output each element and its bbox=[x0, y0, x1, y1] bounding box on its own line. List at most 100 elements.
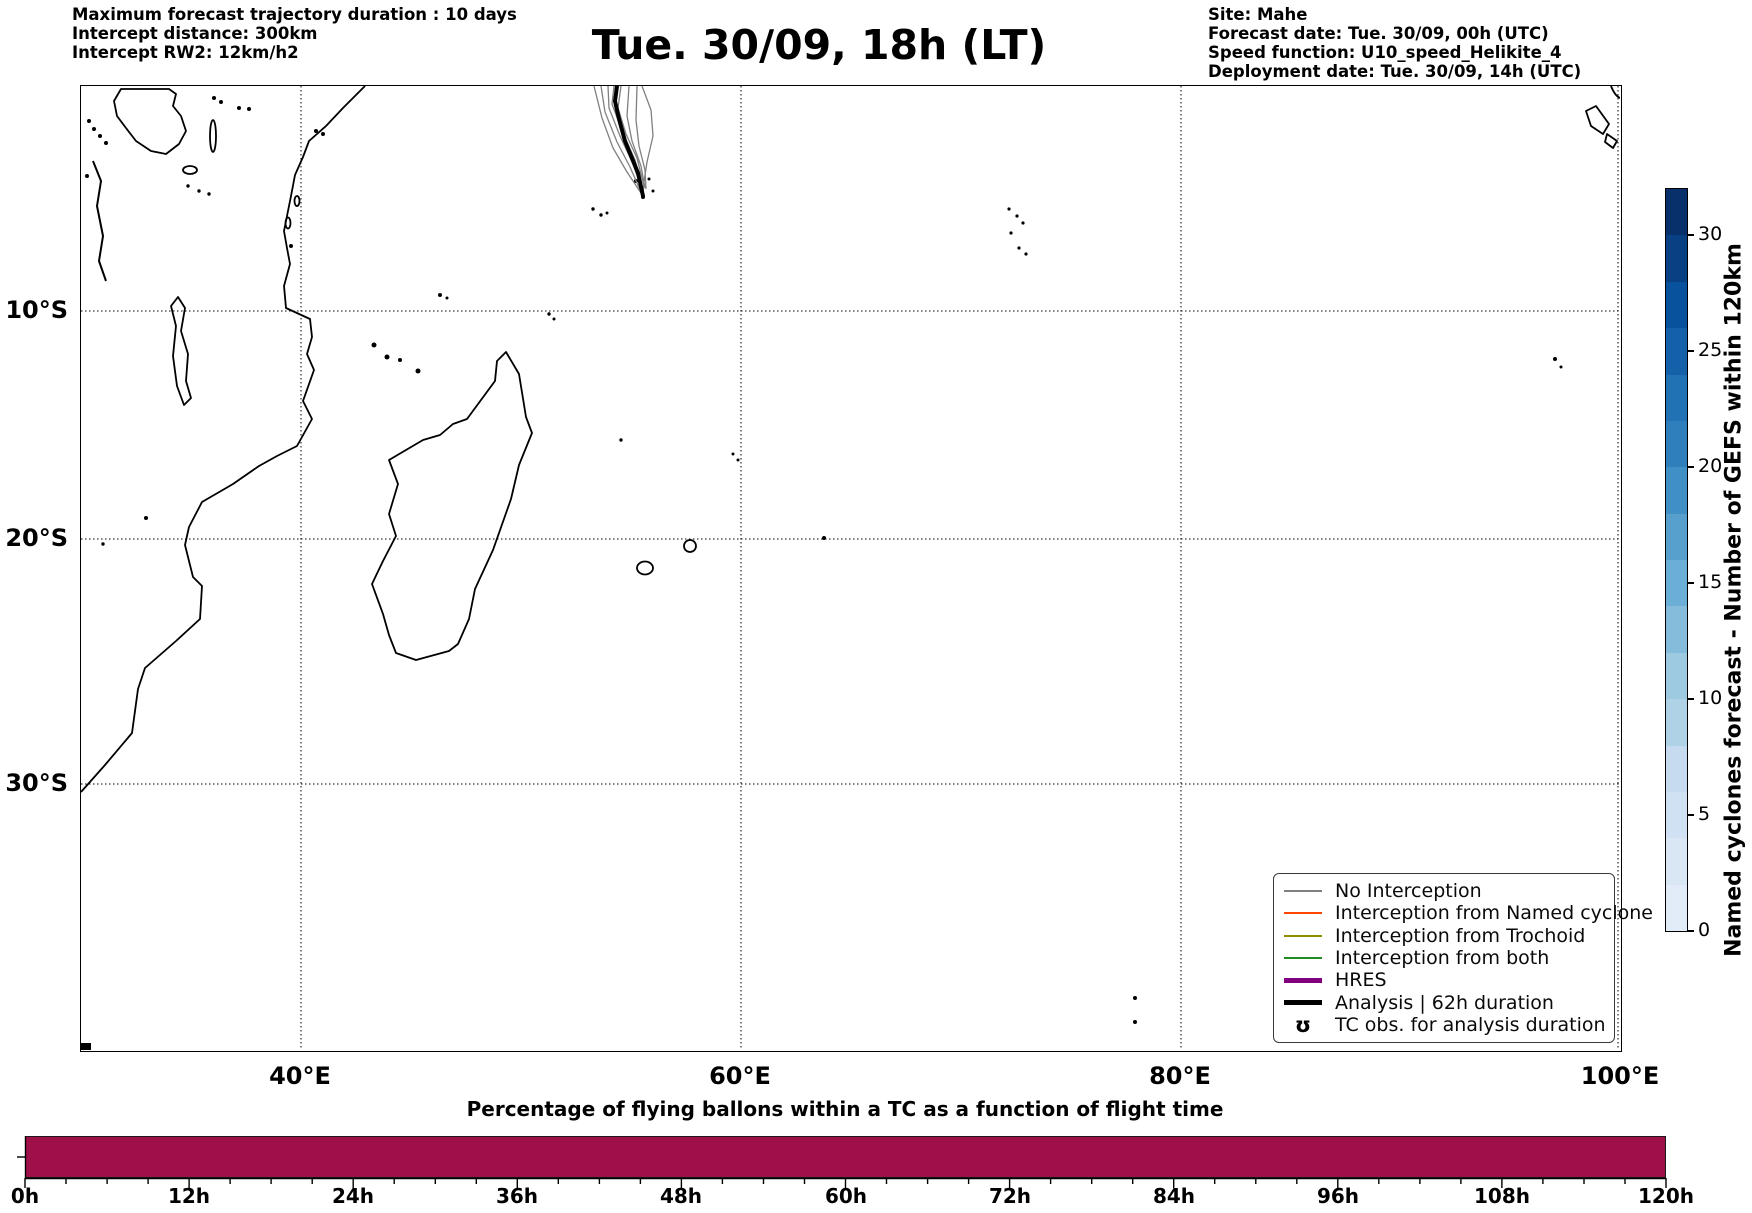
legend: No Interception Interception from Named … bbox=[1273, 873, 1653, 1043]
colorbar-tick bbox=[1688, 698, 1694, 700]
lon-tick-100e: 100°E bbox=[1580, 1062, 1660, 1090]
speed-function-text: Speed function: U10_speed_Helikite_4 bbox=[1208, 43, 1562, 62]
figure-title: Tue. 30/09, 18h (LT) bbox=[591, 21, 1047, 69]
balloon-percentage-bar bbox=[25, 1136, 1666, 1178]
legend-label: TC obs. for analysis duration bbox=[1335, 1013, 1606, 1036]
coastlines bbox=[80, 85, 1621, 793]
legend-row-hres: HRES bbox=[1284, 969, 1604, 991]
colorbar-tick-20: 20 bbox=[1698, 455, 1723, 477]
st-paul-island bbox=[1133, 1020, 1137, 1024]
colorbar-segment bbox=[1666, 374, 1687, 421]
legend-row-no-interception: No Interception bbox=[1284, 880, 1604, 902]
forecast-date-text: Forecast date: Tue. 30/09, 00h (UTC) bbox=[1208, 24, 1549, 43]
bottom-chart-axes bbox=[17, 1136, 1667, 1188]
colorbar-tick-0: 0 bbox=[1698, 919, 1711, 941]
colorbar-segment bbox=[1666, 328, 1687, 375]
intercept-distance-text: Intercept distance: 300km bbox=[72, 24, 318, 43]
mayotte bbox=[415, 368, 421, 374]
colorbar-segment bbox=[1666, 652, 1687, 700]
reunion-island bbox=[636, 560, 654, 576]
lon-tick-40e: 40°E bbox=[269, 1062, 331, 1090]
aldabra bbox=[438, 293, 442, 297]
legend-row-both: Interception from both bbox=[1284, 947, 1604, 969]
comoros-3 bbox=[398, 358, 402, 362]
rodrigues bbox=[822, 536, 826, 540]
lake-malawi bbox=[170, 296, 192, 406]
legend-row-trochoid: Interception from Trochoid bbox=[1284, 925, 1604, 947]
map-canvas bbox=[80, 84, 1621, 1050]
colorbar-tick-5: 5 bbox=[1698, 803, 1711, 825]
farquhar bbox=[547, 312, 551, 316]
x-tick-60h: 60h bbox=[824, 1184, 868, 1208]
colorbar-tick bbox=[1688, 930, 1694, 932]
colorbar-segment bbox=[1666, 791, 1687, 839]
diego-garcia bbox=[1024, 252, 1028, 256]
colorbar-segment bbox=[1666, 560, 1687, 607]
colorbar-tick bbox=[1688, 234, 1694, 236]
black-line-swatch bbox=[1284, 1000, 1322, 1006]
colorbar-segment bbox=[1666, 467, 1687, 514]
legend-label: HRES bbox=[1335, 969, 1387, 992]
sumatra-tip bbox=[1610, 85, 1621, 99]
map-panel bbox=[80, 84, 1622, 1052]
comoros-1 bbox=[371, 342, 377, 348]
x-tick-12h: 12h bbox=[167, 1184, 211, 1208]
lon-tick-60e: 60°E bbox=[709, 1062, 771, 1090]
x-tick-48h: 48h bbox=[659, 1184, 703, 1208]
x-tick-84h: 84h bbox=[1152, 1184, 1196, 1208]
legend-row-analysis: Analysis | 62h duration bbox=[1284, 992, 1604, 1014]
intercept-rw2-text: Intercept RW2: 12km/h2 bbox=[72, 43, 299, 62]
lake-victoria bbox=[113, 88, 187, 155]
colorbar-segment bbox=[1666, 745, 1687, 792]
colorbar-tick-15: 15 bbox=[1698, 571, 1723, 593]
site-text: Site: Mahe bbox=[1208, 5, 1308, 24]
x-axis-ticks bbox=[24, 1178, 1667, 1188]
x-tick-96h: 96h bbox=[1316, 1184, 1360, 1208]
legend-label: Interception from Named cyclone bbox=[1335, 902, 1653, 925]
colorbar-tick-10: 10 bbox=[1698, 687, 1723, 709]
colorbar-tick-25: 25 bbox=[1698, 339, 1723, 361]
colorbar-segment bbox=[1666, 235, 1687, 282]
tromelin bbox=[619, 438, 623, 442]
colorbar-segment bbox=[1666, 838, 1687, 885]
legend-label: No Interception bbox=[1335, 880, 1482, 903]
colorbar-tick bbox=[1688, 466, 1694, 468]
lon-tick-80e: 80°E bbox=[1149, 1062, 1211, 1090]
gray-line-swatch bbox=[1284, 890, 1322, 893]
header-left-block: Maximum forecast trajectory duration : 1… bbox=[72, 5, 517, 62]
lat-tick-30s: 30°S bbox=[5, 769, 68, 797]
colorbar-axis-label: Named cyclones forecast - Number of GEFS… bbox=[1721, 243, 1747, 957]
sumatra-islands bbox=[1585, 105, 1618, 149]
lat-tick-20s: 20°S bbox=[5, 524, 68, 552]
colorbar-tick bbox=[1688, 350, 1694, 352]
colorbar-tick bbox=[1688, 582, 1694, 584]
colorbar-segment bbox=[1666, 189, 1687, 236]
zanzibar-island bbox=[284, 216, 292, 230]
st-brandon bbox=[731, 452, 735, 456]
orange-line-swatch bbox=[1284, 912, 1322, 915]
colorbar-segment bbox=[1666, 420, 1687, 468]
madagascar-coastline bbox=[371, 351, 533, 661]
lat-tick-10s: 10°S bbox=[5, 296, 68, 324]
bottom-chart-title: Percentage of flying ballons within a TC… bbox=[466, 1097, 1224, 1121]
legend-label: Analysis | 62h duration bbox=[1335, 991, 1554, 1014]
mauritius-island bbox=[683, 539, 697, 553]
legend-row-named-cyclone: Interception from Named cyclone bbox=[1284, 902, 1653, 924]
cocos-islands bbox=[1553, 357, 1557, 361]
legend-row-tc-obs: ʊ TC obs. for analysis duration bbox=[1284, 1013, 1606, 1036]
x-tick-24h: 24h bbox=[331, 1184, 375, 1208]
pemba-island bbox=[293, 195, 301, 207]
amirantes-1 bbox=[591, 207, 595, 211]
africa-coastline bbox=[80, 85, 366, 793]
purple-line-swatch bbox=[1284, 977, 1322, 983]
x-tick-0h: 0h bbox=[10, 1184, 40, 1208]
colorbar-tick bbox=[1688, 814, 1694, 816]
analysis-trajectory bbox=[612, 84, 645, 198]
comoros-2 bbox=[384, 354, 390, 360]
graticule bbox=[81, 86, 1620, 1050]
colorbar-tick-30: 30 bbox=[1698, 223, 1723, 245]
corner-land bbox=[81, 1043, 91, 1050]
colorbar-segment bbox=[1666, 884, 1687, 931]
legend-label: Interception from both bbox=[1335, 946, 1550, 969]
